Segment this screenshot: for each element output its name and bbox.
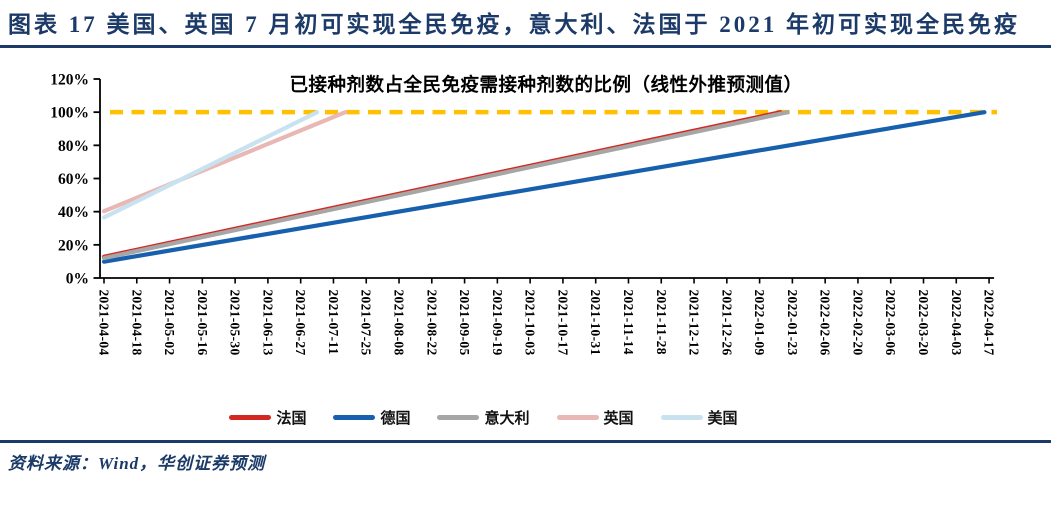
- x-axis-label: 2021-06-13: [260, 290, 275, 356]
- legend-swatch-2: [437, 415, 480, 420]
- y-axis-label: 120%: [50, 72, 89, 89]
- x-axis-label: 2021-12-12: [687, 290, 702, 356]
- x-axis-label: 2022-01-23: [785, 290, 800, 356]
- series-line-1: [101, 110, 987, 264]
- x-axis-label: 2021-05-16: [195, 290, 210, 356]
- x-axis-label: 2021-10-31: [588, 290, 603, 356]
- footer-divider-line: [0, 440, 1051, 443]
- y-axis-label: 20%: [58, 237, 89, 254]
- legend-item-0: 法国: [229, 407, 306, 428]
- x-axis-label: 2022-01-09: [752, 290, 767, 356]
- x-axis-label: 2021-06-27: [293, 290, 308, 356]
- x-axis-label: 2021-07-25: [359, 290, 374, 356]
- y-axis-label: 40%: [58, 204, 89, 221]
- x-axis-label: 2022-02-20: [850, 290, 865, 356]
- chart-legend: 法国 德国 意大利 英国 美国: [0, 407, 1009, 428]
- legend-label-4: 美国: [707, 411, 738, 427]
- title-divider-line: [0, 45, 1051, 48]
- legend-item-3: 英国: [556, 407, 634, 428]
- x-axis-label: 2021-09-05: [457, 290, 472, 356]
- chart-svg: 已接种剂数占全民免疫需接种剂数的比例（线性外推预测值） 0% 20% 40% 60% 80…: [50, 72, 998, 356]
- x-axis-label: 2021-11-14: [621, 290, 636, 355]
- x-axis-label: 2021-10-17: [555, 290, 570, 356]
- y-axis-label: 80%: [58, 138, 89, 155]
- y-axis-label: 0%: [66, 271, 89, 288]
- legend-label-2: 意大利: [484, 411, 530, 427]
- series-line-3: [101, 110, 348, 214]
- legend-swatch-1: [333, 415, 376, 420]
- legend-swatch-0: [229, 415, 272, 420]
- legend-swatch-4: [660, 415, 703, 420]
- x-axis-label: 2022-04-17: [982, 290, 997, 356]
- legend-label-1: 德国: [380, 411, 411, 427]
- series-line-4: [101, 110, 320, 220]
- y-axis-label: 100%: [50, 105, 89, 122]
- x-axis-label: 2021-09-19: [490, 290, 505, 356]
- chart-title: 已接种剂数占全民免疫需接种剂数的比例（线性外推预测值）: [289, 74, 802, 96]
- x-axis-label: 2022-03-20: [916, 290, 931, 356]
- series-line-2: [101, 110, 790, 261]
- x-axis-label: 2021-04-04: [97, 290, 112, 356]
- x-axis-label: 2022-03-06: [883, 290, 898, 356]
- x-axis-label: 2022-02-06: [818, 290, 833, 356]
- legend-label-0: 法国: [276, 411, 307, 427]
- x-axis-label: 2021-12-26: [719, 290, 734, 356]
- x-axis-label: 2021-05-30: [228, 290, 243, 356]
- x-axis-label: 2021-04-18: [129, 290, 144, 356]
- figure-title: 图表 17 美国、英国 7 月初可实现全民免疫，意大利、法国于 2021 年初可…: [8, 12, 1020, 37]
- source-note: 资料来源：Wind，华创证券预测: [8, 453, 266, 473]
- y-axis-label: 60%: [58, 171, 89, 188]
- x-axis-label: 2021-05-02: [162, 290, 177, 356]
- legend-swatch-3: [556, 415, 599, 420]
- x-axis-label: 2021-08-22: [424, 290, 439, 356]
- chart-area: 已接种剂数占全民免疫需接种剂数的比例（线性外推预测值） 0% 20% 40% 60% 80…: [0, 60, 1051, 440]
- x-axis-label: 2022-04-03: [949, 290, 964, 356]
- legend-label-3: 英国: [603, 411, 634, 427]
- legend-item-2: 意大利: [437, 407, 530, 428]
- x-axis-label: 2021-11-28: [654, 290, 669, 355]
- legend-item-1: 德国: [333, 407, 410, 428]
- x-axis-label: 2021-10-03: [523, 290, 538, 356]
- legend-item-4: 美国: [660, 407, 738, 428]
- x-axis-label: 2021-08-08: [392, 290, 407, 356]
- x-axis-label: 2021-07-11: [326, 290, 341, 355]
